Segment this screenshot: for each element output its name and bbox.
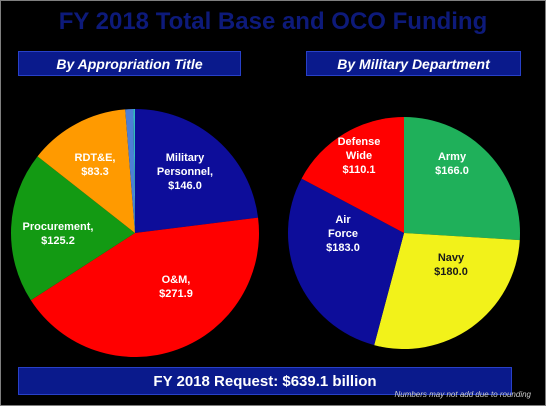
department-slice-label-0: Army $166.0 [435,151,469,177]
total-request-bar: FY 2018 Request: $639.1 billion [18,367,512,395]
appropriation-pie-chart: Military Personnel, $146.0 O&M, $271.9 Procur… [11,109,260,357]
appropriation-chart-header: By Appropriation Title [18,51,241,76]
appropriation-slice-label-0: Military Personnel, $146.0 [157,152,213,192]
department-chart-header: By Military Department [306,51,521,76]
department-slice-label-3: Defense Wide $110.1 [338,136,381,176]
department-pie-chart: Army $166.0 Navy $180.0 Air Force $183.0 Defens… [287,117,520,350]
appropriation-slice-1 [30,217,260,357]
department-slice-3 [301,117,404,233]
department-slice-2 [287,178,404,346]
rounding-footnote: Numbers may not add due to rounding [394,390,531,399]
appropriation-slice-4 [125,109,135,233]
department-slice-1 [374,233,520,350]
appropriation-slice-label-2: Procurement, $125.2 [23,221,94,247]
department-slice-label-1: Navy $180.0 [434,252,468,278]
page-title: FY 2018 Total Base and OCO Funding [58,8,488,35]
department-slice-label-2: Air Force $183.0 [326,214,360,254]
appropriation-slice-2 [11,156,136,301]
appropriation-slice-0 [135,109,259,233]
appropriation-slice-label-3: RDT&E, $83.3 [75,152,116,178]
appropriation-slice-3 [37,109,135,233]
appropriation-slice-label-1: O&M, $271.9 [159,274,193,300]
department-slice-0 [404,117,520,241]
appropriation-slice-5 [133,109,135,233]
